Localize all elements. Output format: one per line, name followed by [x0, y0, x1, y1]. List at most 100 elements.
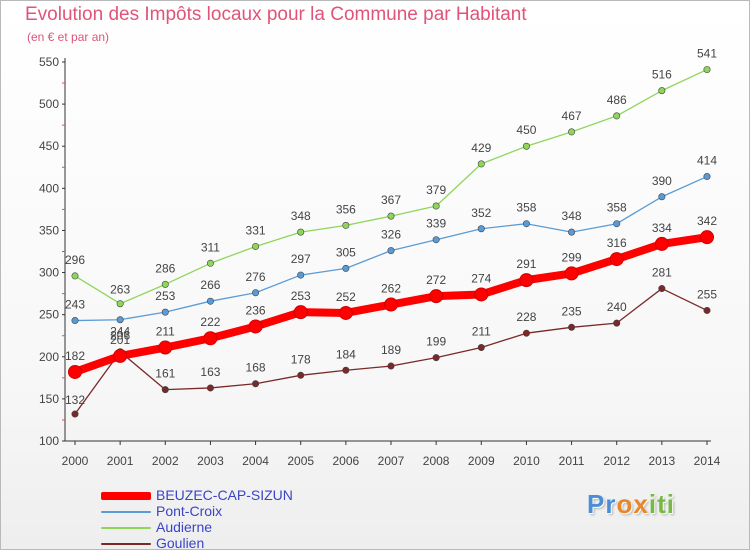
- data-label: 291: [516, 257, 536, 271]
- data-label: 429: [471, 141, 491, 155]
- data-point: [522, 220, 530, 228]
- y-tick-label: 550: [39, 55, 59, 69]
- data-point: [387, 247, 395, 255]
- data-label: 262: [381, 282, 401, 296]
- logo-letter: o: [616, 489, 634, 519]
- data-label: 184: [336, 347, 356, 361]
- y-tick-label: 300: [39, 266, 59, 280]
- data-point: [432, 236, 440, 244]
- legend-swatch: [101, 527, 151, 529]
- data-label: 486: [607, 93, 627, 107]
- data-point: [387, 212, 395, 220]
- data-point: [432, 354, 440, 362]
- data-label: 286: [155, 261, 175, 275]
- logo-letter: i: [648, 489, 658, 519]
- data-point: [206, 259, 214, 267]
- y-tick-label: 150: [39, 392, 59, 406]
- legend-label: BEUZEC-CAP-SIZUN: [156, 487, 293, 503]
- data-point: [568, 128, 576, 136]
- data-point: [658, 193, 666, 201]
- data-point: [116, 300, 124, 308]
- data-label: 211: [156, 325, 175, 339]
- y-tick-label: 350: [39, 223, 59, 237]
- data-label: 255: [697, 287, 717, 301]
- legend-label: Audierne: [156, 519, 213, 535]
- data-point: [519, 273, 534, 288]
- data-label: 348: [291, 209, 311, 223]
- data-label: 297: [291, 252, 311, 266]
- data-label: 281: [652, 266, 672, 280]
- data-point: [703, 173, 711, 181]
- data-label: 356: [336, 202, 356, 216]
- data-label: 390: [652, 174, 672, 188]
- data-label: 199: [426, 335, 446, 349]
- x-tick-label: 2014: [694, 454, 721, 468]
- data-label: 316: [607, 236, 627, 250]
- data-point: [297, 371, 305, 379]
- data-point: [71, 410, 79, 418]
- data-label: 201: [110, 333, 130, 347]
- data-label: 334: [652, 221, 672, 235]
- y-tick-label: 100: [39, 434, 59, 448]
- data-point: [387, 362, 395, 370]
- data-point: [116, 316, 124, 324]
- logo-letter: r: [605, 489, 617, 519]
- data-label: 253: [291, 289, 311, 303]
- data-label: 274: [471, 271, 491, 285]
- logo-letter: i: [666, 489, 675, 519]
- data-point: [703, 306, 711, 314]
- proxiti-logo: Proxiti: [587, 489, 675, 520]
- data-label: 132: [65, 393, 85, 407]
- data-point: [568, 228, 576, 236]
- x-tick-label: 2010: [513, 454, 540, 468]
- data-label: 222: [200, 315, 220, 329]
- data-point: [658, 285, 666, 293]
- data-label: 450: [516, 123, 536, 137]
- data-label: 263: [110, 283, 130, 297]
- data-point: [68, 364, 82, 379]
- data-point: [474, 287, 489, 302]
- data-label: 235: [562, 304, 582, 318]
- data-label: 182: [65, 349, 85, 363]
- data-label: 339: [426, 217, 446, 231]
- data-point: [564, 266, 579, 281]
- data-point: [522, 329, 530, 337]
- data-point: [522, 142, 530, 150]
- data-point: [432, 202, 440, 210]
- data-label: 168: [246, 361, 266, 375]
- data-label: 414: [697, 154, 717, 168]
- x-tick-label: 2011: [559, 454, 585, 468]
- data-label: 211: [472, 325, 491, 339]
- data-label: 305: [336, 245, 356, 259]
- x-tick-label: 2013: [649, 454, 676, 468]
- legend-label: Goulien: [156, 535, 205, 550]
- data-point: [429, 289, 444, 304]
- data-point: [658, 87, 666, 95]
- logo-letter: t: [657, 489, 667, 519]
- x-tick-label: 2000: [62, 454, 89, 468]
- data-label: 541: [697, 47, 717, 61]
- data-label: 243: [65, 298, 85, 312]
- y-tick-label: 200: [39, 350, 59, 364]
- x-tick-label: 2002: [152, 454, 179, 468]
- x-tick-label: 2001: [107, 454, 134, 468]
- data-point: [703, 66, 711, 74]
- legend-swatch: [101, 543, 151, 545]
- data-label: 189: [381, 343, 401, 357]
- data-label: 331: [246, 223, 266, 237]
- data-label: 296: [65, 253, 85, 267]
- data-label: 311: [201, 240, 220, 254]
- x-tick-label: 2009: [468, 454, 495, 468]
- y-tick-label: 250: [39, 308, 59, 322]
- data-point: [609, 252, 624, 267]
- data-label: 206: [110, 329, 130, 343]
- data-label: 367: [381, 193, 401, 207]
- x-tick-label: 2003: [197, 454, 224, 468]
- data-point: [252, 242, 260, 250]
- logo-letter: P: [587, 489, 606, 519]
- data-label: 272: [426, 273, 446, 287]
- data-label: 326: [381, 228, 401, 242]
- data-label: 358: [516, 201, 536, 215]
- data-point: [206, 384, 214, 392]
